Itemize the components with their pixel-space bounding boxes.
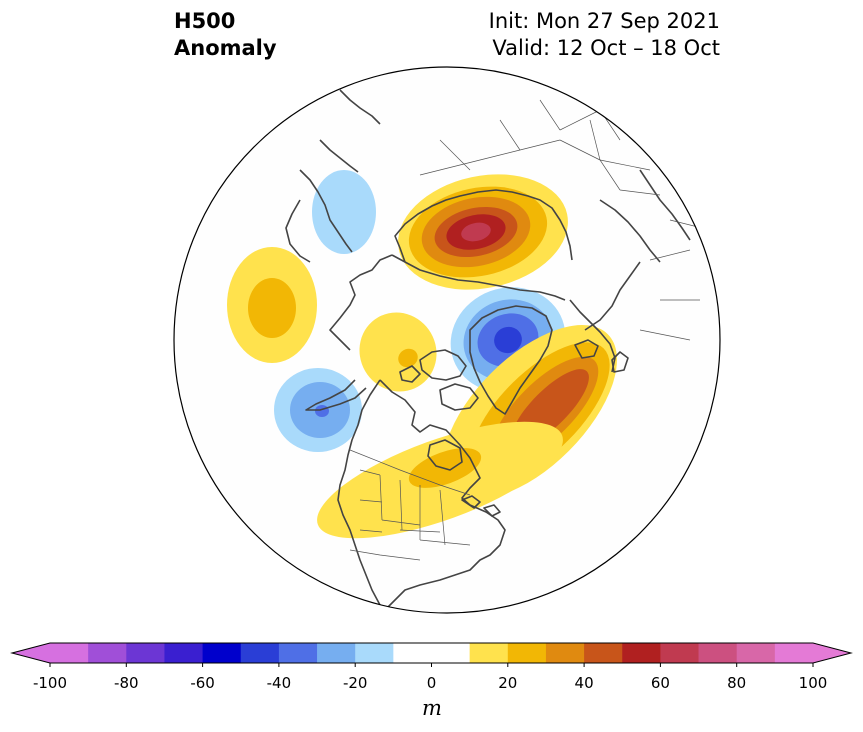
colorbar-segment <box>278 643 318 663</box>
init-label: Init: Mon 27 Sep 2021 <box>488 9 720 33</box>
colorbar-segment <box>164 643 204 663</box>
polar-map <box>173 66 721 614</box>
colorbar-segment <box>240 643 280 663</box>
colorbar-tick-label: 100 <box>798 674 828 692</box>
map-title: H500 Anomaly <box>174 8 277 62</box>
colorbar-tick-label: 20 <box>498 674 518 692</box>
colorbar-segment <box>88 643 127 663</box>
colorbar-segment <box>545 643 585 663</box>
anomaly-layer <box>227 170 617 539</box>
colorbar-segment <box>126 643 166 663</box>
colorbar-segment <box>431 643 471 663</box>
colorbar-segment <box>736 643 776 663</box>
colorbar-tick-label: 0 <box>426 674 437 692</box>
colorbar-tick-label: -40 <box>266 674 292 692</box>
anomaly-asia-high <box>227 247 317 363</box>
colorbar-outline <box>10 642 853 664</box>
map-disk <box>174 67 720 613</box>
colorbar-segment <box>507 643 547 663</box>
colorbar-tick-label: -80 <box>114 674 139 692</box>
variable-label: H500 <box>174 9 236 33</box>
valid-label: Valid: 12 Oct – 18 Oct <box>492 36 720 60</box>
colorbar-tick-label: -100 <box>32 674 68 692</box>
colorbar-segment <box>469 643 509 663</box>
anomaly-siberia-high <box>398 174 568 290</box>
colorbar-tick-label: 40 <box>574 674 594 692</box>
colorbar-segment <box>50 643 89 663</box>
date-info: Init: Mon 27 Sep 2021 Valid: 12 Oct – 18… <box>489 8 720 62</box>
colorbar-tick-label: 60 <box>650 674 670 692</box>
colorbar-segment <box>584 643 623 663</box>
anomaly-level-1 <box>398 348 418 368</box>
colorbar-segments <box>10 642 853 667</box>
colorbar-segment <box>202 643 242 663</box>
colorbar-extend-low <box>12 643 50 663</box>
unit-label: m <box>422 696 442 720</box>
colorbar-segment <box>355 643 394 663</box>
anomaly-level-0 <box>312 170 376 254</box>
colorbar-segment <box>622 643 661 663</box>
kind-label: Anomaly <box>174 36 277 60</box>
map-outline <box>173 66 721 614</box>
colorbar-segment <box>660 643 700 663</box>
colorbar-tick-label: -20 <box>342 674 368 692</box>
colorbar-segment <box>317 643 356 663</box>
colorbar-tick-label: 80 <box>727 674 747 692</box>
colorbar-segment <box>774 643 814 663</box>
anomaly-level-5 <box>461 222 491 242</box>
anomaly-level-3 <box>494 326 522 354</box>
colorbar-extend-high <box>813 643 851 663</box>
coastlines <box>285 89 691 611</box>
anomaly-europe-low <box>312 170 376 254</box>
anomaly-level-2 <box>315 405 329 417</box>
colorbar-tick-label: -60 <box>190 674 215 692</box>
colorbar-segment <box>698 643 738 663</box>
colorbar-segment <box>393 643 433 663</box>
anomaly-level-1 <box>248 278 296 338</box>
